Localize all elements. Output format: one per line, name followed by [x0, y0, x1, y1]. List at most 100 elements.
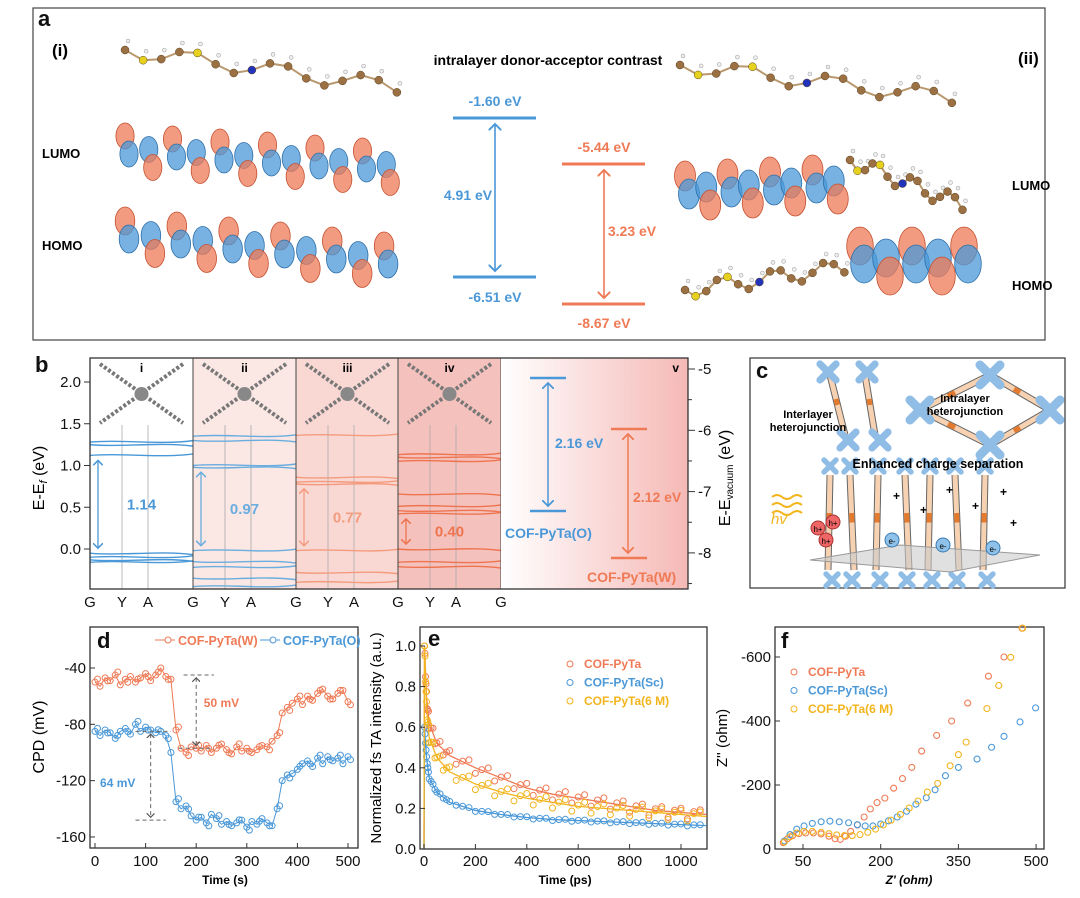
band-line [89, 552, 194, 556]
data-point [983, 704, 991, 713]
data-point [853, 821, 861, 829]
molecule-structures [114, 38, 982, 301]
atom [883, 172, 892, 181]
data-point [677, 820, 685, 828]
atom [229, 68, 238, 78]
atom [157, 54, 166, 64]
orbital-lobe [326, 244, 347, 274]
node-shape [1035, 395, 1065, 425]
atom [958, 205, 967, 215]
data-point [347, 701, 354, 709]
hydrogen-atom [288, 55, 294, 60]
orbital-lobe [222, 234, 243, 264]
data-point [452, 776, 460, 784]
data-point [442, 748, 450, 756]
data-point [879, 821, 887, 829]
data-point [632, 805, 640, 813]
data-point [645, 820, 653, 828]
data-point [429, 724, 437, 732]
y-axis-label: Z'' (ohm) [714, 709, 731, 767]
panel-a-title: intralayer donor-acceptor contrast [434, 52, 663, 68]
node-shape [836, 428, 860, 452]
orbital-lobe [261, 149, 281, 177]
orbital-lobe [351, 259, 373, 288]
hydrogen-atom [834, 252, 839, 258]
data-point [421, 730, 429, 738]
data-point [326, 695, 334, 703]
hydrogen-atom [963, 198, 968, 204]
hole-label: h+ [828, 519, 837, 528]
data-point [215, 812, 223, 820]
panel-a-label: a [38, 6, 51, 31]
data-point [465, 772, 473, 780]
x-tick-label: 100 [133, 853, 158, 870]
hydrogen-atom [940, 185, 946, 191]
data-point [167, 748, 175, 756]
hydrogen-atom [325, 74, 330, 79]
pyrene-node-icon [821, 457, 839, 475]
orbital-lobe [190, 157, 210, 184]
data-point [207, 748, 215, 756]
band-line [397, 509, 502, 513]
pyrene-node-icon [923, 571, 941, 589]
data-point [298, 701, 306, 709]
band-line [192, 560, 297, 564]
data-point [424, 718, 432, 726]
panel-b-label: b [35, 352, 48, 377]
data-point [452, 760, 460, 768]
w-gap-value: 2.12 eV [633, 489, 682, 505]
node-shape [946, 457, 964, 475]
data-point [197, 813, 205, 821]
orbital-lobe [144, 239, 166, 268]
x-tick-label: 0 [91, 853, 99, 870]
panel-c: h+ h+ h+ e-e-e- + + + + + + c Interlayer heteroju… [749, 357, 1066, 589]
data-point [424, 707, 432, 715]
x-axis-label: Time (ps) [538, 873, 591, 887]
orbital-lobe [699, 189, 722, 221]
acceptor-unit [946, 421, 957, 430]
data-point [587, 809, 595, 817]
data-point [848, 832, 856, 840]
data-point [510, 813, 518, 821]
orbital-lobe [741, 187, 764, 219]
legend-label: COF-PyTa(O) [283, 634, 361, 648]
framework-structure-inset [201, 362, 288, 425]
data-point [106, 729, 114, 737]
hydrogen-atom [749, 277, 754, 283]
atom [787, 274, 796, 283]
x-axis-label: Time (s) [202, 873, 248, 887]
framework-structure-inset [304, 362, 391, 425]
data-point [613, 804, 621, 812]
k-point-label: A [349, 594, 359, 611]
y-axis-label: CPD (mV) [31, 701, 48, 774]
data-point [964, 699, 972, 707]
node-shape [821, 457, 839, 475]
data-point [962, 738, 970, 746]
data-point [549, 804, 556, 812]
data-point [1032, 704, 1040, 712]
x-tick-label: 400 [514, 853, 539, 870]
data-point [465, 756, 473, 764]
hydrogen-atom [843, 67, 849, 72]
x-tick-label: 200 [184, 853, 209, 870]
atom [935, 192, 945, 202]
atom [905, 173, 915, 182]
hydrogen-atom [735, 54, 740, 60]
light-wave-icon [771, 502, 803, 508]
orbital-lobe [274, 239, 295, 269]
pyrene-node-icon [843, 571, 861, 589]
data-point [908, 763, 916, 771]
panel-e-label: e [428, 626, 440, 651]
data-point [523, 813, 531, 821]
hydrogen-atom [770, 260, 776, 265]
data-point [1019, 624, 1027, 632]
data-point [94, 675, 101, 683]
data-point [422, 678, 430, 686]
data-point [856, 831, 864, 839]
heterojunction-schematic: h+ h+ h+ e-e-e- + + + + + + [771, 360, 1065, 589]
atom [120, 45, 130, 55]
data-point [809, 829, 817, 837]
k-point-label: G [495, 594, 507, 611]
data-point [786, 833, 794, 841]
data-point [549, 817, 556, 825]
